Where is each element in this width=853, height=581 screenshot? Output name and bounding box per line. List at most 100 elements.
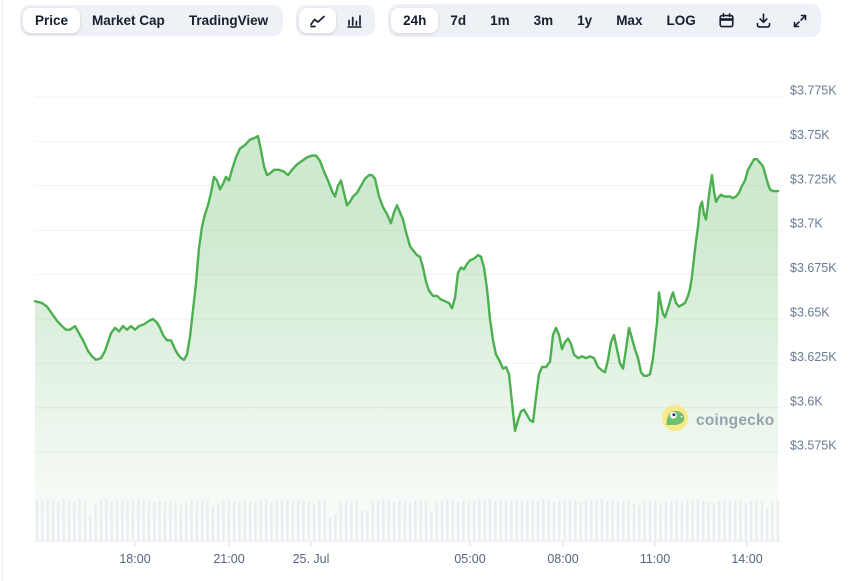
volume-bar <box>734 500 737 541</box>
range-3m[interactable]: 3m <box>522 8 566 34</box>
volume-bar <box>105 498 108 541</box>
chart-type-group <box>296 5 376 36</box>
volume-bar <box>568 499 572 541</box>
volume-bar <box>334 513 337 541</box>
download-button[interactable] <box>745 7 782 34</box>
volume-bar <box>563 501 566 541</box>
volume-bar <box>158 500 161 541</box>
volume-bar <box>462 500 465 541</box>
volume-bar <box>526 501 529 541</box>
tab-tradingview[interactable]: TradingView <box>177 8 280 34</box>
volume-bar <box>691 501 694 541</box>
volume-bar <box>377 500 380 541</box>
volume-bar <box>504 501 508 541</box>
line-chart-icon <box>309 13 326 28</box>
volume-bar <box>345 500 348 541</box>
y-axis-label: $3.625K <box>790 350 837 364</box>
volume-bar <box>398 500 401 541</box>
volume-bar <box>211 506 214 541</box>
volume-bar <box>41 499 44 541</box>
tab-price[interactable]: Price <box>23 7 81 34</box>
range-1m[interactable]: 1m <box>478 8 522 34</box>
volume-bar <box>270 501 273 541</box>
bar-chart-icon <box>346 13 362 28</box>
x-axis-label: 21:00 <box>213 552 244 566</box>
volume-bar <box>536 501 540 541</box>
y-axis-label: $3.575K <box>790 439 837 453</box>
volume-bar <box>488 499 492 541</box>
metric-tabs-group: Price Market Cap TradingView <box>20 4 284 37</box>
range-24h[interactable]: 24h <box>391 7 439 34</box>
volume-bar <box>313 503 316 541</box>
volume-bar <box>238 502 241 541</box>
volume-bar <box>275 500 278 541</box>
volume-bar <box>643 501 646 541</box>
volume-bar <box>174 501 177 541</box>
range-max[interactable]: Max <box>604 8 654 34</box>
volume-bar <box>579 502 582 541</box>
fullscreen-icon <box>792 13 808 29</box>
calendar-button[interactable] <box>708 7 745 34</box>
y-axis-label: $3.7K <box>790 217 823 231</box>
coingecko-watermark-text: coingecko <box>696 411 775 429</box>
volume-bar <box>329 516 332 541</box>
x-axis-label: 11:00 <box>640 552 670 566</box>
y-axis-label: $3.65K <box>790 306 830 320</box>
y-axis-label: $3.675K <box>790 261 837 275</box>
volume-bar <box>89 514 92 541</box>
volume-bar <box>382 498 385 541</box>
volume-bar <box>110 501 113 541</box>
volume-bar <box>163 501 166 541</box>
volume-bar <box>728 501 731 541</box>
bar-chart-type-button[interactable] <box>336 8 372 33</box>
volume-bar <box>574 501 577 541</box>
volume-bar <box>590 499 593 541</box>
x-axis: 18:00 21:00 25. Jul 05:00 08:00 11:00 14:00 <box>35 540 782 566</box>
volume-bar <box>686 500 689 541</box>
volume-bar <box>393 501 396 541</box>
volume-bar <box>712 503 715 541</box>
line-chart-type-button[interactable] <box>299 8 337 33</box>
volume-bar <box>547 500 550 541</box>
tab-market-cap[interactable]: Market Cap <box>80 8 177 34</box>
coingecko-watermark: coingecko <box>661 404 774 437</box>
coingecko-gecko-icon <box>661 404 689 437</box>
volume-bar <box>265 499 268 541</box>
range-tabs-group: 24h 7d 1m 3m 1y Max LOG <box>388 4 821 37</box>
volume-bar <box>355 499 358 541</box>
volume-bar <box>739 501 742 541</box>
y-axis-labels: $3.775K $3.75K $3.725K $3.7K $3.675K $3.65K $3… <box>790 84 837 453</box>
volume-bar <box>302 501 305 541</box>
volume-bar <box>142 499 145 541</box>
volume-bar <box>94 503 97 541</box>
volume-bar <box>558 500 561 541</box>
volume-bar <box>153 502 156 541</box>
range-7d[interactable]: 7d <box>438 8 478 34</box>
volume-bar <box>616 501 620 541</box>
volume-bar <box>57 501 60 541</box>
volume-bar <box>195 501 198 541</box>
volume-bar <box>654 501 657 541</box>
range-1y[interactable]: 1y <box>565 8 604 34</box>
volume-bar <box>755 499 758 541</box>
volume-bar <box>606 501 609 541</box>
volume-bar <box>446 499 449 541</box>
volume-bar <box>243 500 246 541</box>
y-axis-label: $3.725K <box>790 172 837 186</box>
volume-bar <box>185 502 188 541</box>
volume-bar <box>297 499 300 541</box>
volume-bar <box>78 499 81 541</box>
volume-bar <box>425 501 428 541</box>
volume-bar <box>126 500 129 541</box>
volume-bar <box>318 501 321 541</box>
fullscreen-button[interactable] <box>782 8 818 34</box>
volume-bar <box>286 500 289 541</box>
volume-bar <box>531 499 534 541</box>
volume-bar <box>291 501 294 541</box>
volume-bar <box>137 497 140 541</box>
volume-bar <box>403 501 406 541</box>
volume-bar <box>35 500 39 541</box>
volume-bar <box>483 500 486 541</box>
toggle-log-scale[interactable]: LOG <box>654 8 707 34</box>
